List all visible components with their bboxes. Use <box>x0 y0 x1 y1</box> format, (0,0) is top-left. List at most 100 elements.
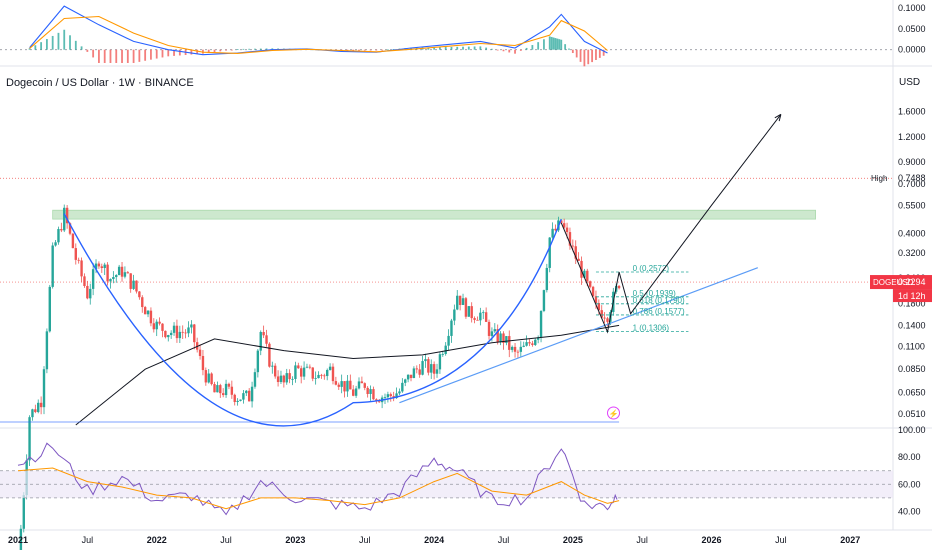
long-moving-average <box>75 324 620 426</box>
candle-body <box>326 369 329 377</box>
macd-histogram-bar <box>579 49 582 62</box>
candle-body <box>372 389 375 400</box>
candle-body <box>106 264 109 282</box>
candle-body <box>487 321 491 336</box>
candle-body <box>603 317 606 319</box>
symbol-title: Dogecoin / US Dollar · 1W · BINANCE <box>6 77 194 89</box>
candle-body <box>432 364 436 374</box>
candle-body <box>470 306 473 319</box>
candle-body <box>528 342 531 344</box>
candle-body <box>418 369 421 375</box>
candle-body <box>369 389 372 394</box>
macd-histogram-bar <box>173 49 175 56</box>
candle-body <box>542 290 546 311</box>
time-axis-label: Jul <box>498 535 510 545</box>
macd-histogram-bar <box>265 48 268 50</box>
macd-histogram-bar <box>602 49 605 56</box>
candle-body <box>135 280 138 292</box>
candle-body <box>28 417 31 461</box>
candle-body <box>89 288 92 299</box>
high-value: 0.7488 <box>898 173 926 183</box>
candle-body <box>233 394 236 402</box>
candle-body <box>401 382 404 392</box>
macd-histogram-bar <box>207 49 210 53</box>
candle-body <box>190 324 193 328</box>
candle-body <box>421 361 424 375</box>
macd-tick-label: 0.0500 <box>898 24 926 34</box>
candle-body <box>120 266 124 277</box>
time-axis-label: 2023 <box>285 535 305 545</box>
macd-tick-label: 0.0000 <box>898 45 926 55</box>
candle-body <box>97 263 101 267</box>
macd-histogram-bar <box>86 49 89 52</box>
candle-body <box>617 285 621 289</box>
macd-histogram-bar <box>161 49 164 58</box>
candle-body <box>279 375 283 383</box>
time-axis-label: Jul <box>359 535 371 545</box>
macd-histogram-bar <box>552 37 555 50</box>
candle-body <box>398 391 401 394</box>
macd-histogram-bar <box>583 49 586 67</box>
macd-histogram-bar <box>138 49 141 62</box>
candle-body <box>560 220 563 224</box>
macd-histogram-bar <box>167 49 170 57</box>
candle-body <box>539 310 543 338</box>
macd-histogram-bar <box>467 46 470 50</box>
price-tick-label: 0.0510 <box>898 409 926 419</box>
candle-body <box>271 365 274 367</box>
candle-body <box>204 370 208 383</box>
time-axis-label: 2022 <box>147 535 167 545</box>
resistance-zone <box>52 209 816 220</box>
candle-body <box>80 260 83 277</box>
candle-body <box>588 281 592 287</box>
candle-body <box>268 343 271 367</box>
macd-histogram-bar <box>115 49 118 63</box>
candle-body <box>210 373 213 385</box>
candle-body <box>366 387 369 394</box>
candle-body <box>467 306 471 317</box>
macd-line <box>29 5 608 56</box>
candle-body <box>427 359 430 373</box>
macd-histogram-bar <box>571 49 574 54</box>
candle-body <box>100 266 104 269</box>
candle-body <box>181 331 184 333</box>
macd-histogram-bar <box>564 44 567 50</box>
candle-body <box>193 324 196 343</box>
price-tick-label: 0.5500 <box>898 200 926 210</box>
candle-body <box>476 319 479 321</box>
countdown-label: 1d 12h <box>898 291 926 301</box>
time-axis-label: 2024 <box>424 535 444 545</box>
candle-body <box>201 355 205 371</box>
macd-histogram-bar <box>230 49 233 51</box>
macd-histogram-bar <box>508 49 511 53</box>
candle-body <box>245 390 248 394</box>
candle-body <box>276 376 280 383</box>
macd-histogram-bar <box>514 49 516 54</box>
candle-body <box>247 390 251 402</box>
candle-body <box>479 312 482 321</box>
candle-body <box>175 325 179 339</box>
macd-histogram-bar <box>34 45 37 50</box>
candle-body <box>195 342 199 350</box>
candle-body <box>282 375 286 383</box>
candle-body <box>395 393 398 399</box>
candle-body <box>548 237 551 268</box>
candle-body <box>19 528 23 550</box>
macd-histogram-bar <box>568 48 570 50</box>
candle-body <box>259 332 262 351</box>
projection-path <box>560 114 782 334</box>
candle-body <box>155 321 158 330</box>
candle-body <box>317 374 320 379</box>
macd-histogram-bar <box>479 46 482 50</box>
macd-histogram-bar <box>352 49 355 51</box>
candle-body <box>571 245 575 247</box>
fib-level-label: 0.5 (0.1939) <box>633 289 676 298</box>
candle-body <box>123 272 127 277</box>
macd-histogram-bar <box>132 49 135 63</box>
candle-body <box>406 374 410 380</box>
candle-body <box>597 303 601 311</box>
macd-histogram-bar <box>496 49 499 51</box>
countdown-badge <box>893 289 932 303</box>
